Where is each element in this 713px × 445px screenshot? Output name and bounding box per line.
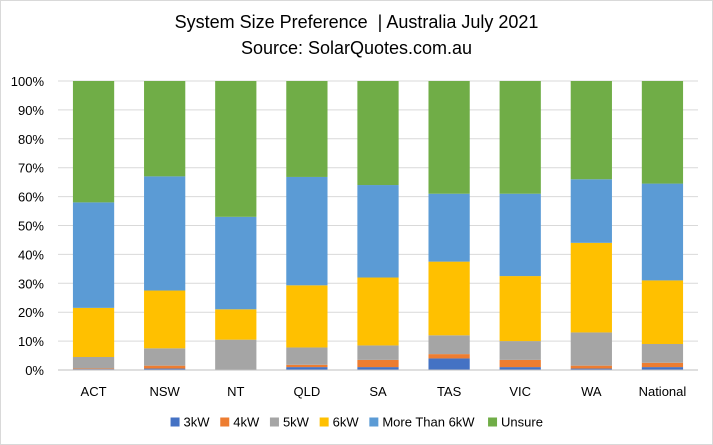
legend-swatch xyxy=(319,417,329,427)
legend-item-unsure: Unsure xyxy=(488,415,543,430)
bar-segment-more-than-6kw xyxy=(144,176,186,291)
bar-segment-6kw xyxy=(499,276,541,342)
bar-segment-5kw xyxy=(641,343,684,363)
legend: 3kW 4kW 5kW 6kW More Than 6kW Unsure xyxy=(170,415,543,430)
bar-segment-3kw xyxy=(357,367,399,370)
bar-segment-3kw xyxy=(144,368,186,370)
x-tick-label: QLD xyxy=(294,384,321,399)
bar-segment-3kw xyxy=(641,367,684,370)
bar-segment-6kw xyxy=(357,277,399,346)
bar-segment-unsure xyxy=(570,81,612,180)
x-tick-label: NSW xyxy=(149,384,180,399)
legend-label: 3kW xyxy=(184,415,211,430)
legend-swatch xyxy=(488,417,498,427)
bar-segment-unsure xyxy=(144,81,186,177)
legend-label: 6kW xyxy=(333,415,360,430)
bar-segment-4kw xyxy=(499,359,541,368)
bar-segment-more-than-6kw xyxy=(570,179,612,243)
bar-segment-6kw xyxy=(286,285,328,348)
y-tick-label: 80% xyxy=(18,132,44,147)
bar-segment-unsure xyxy=(72,81,115,203)
bar-segment-more-than-6kw xyxy=(357,185,399,278)
bar-segment-3kw xyxy=(499,367,541,370)
legend-swatch xyxy=(170,417,180,427)
bar-segment-5kw xyxy=(428,335,470,355)
y-tick-label: 90% xyxy=(18,103,44,118)
bar-segment-unsure xyxy=(215,81,257,217)
bar-segment-6kw xyxy=(570,242,612,333)
chart-subtitle: Source: SolarQuotes.com.au xyxy=(240,38,473,58)
bar-segment-unsure xyxy=(499,81,541,194)
y-axis: 0% 10% 20% 30% 40% 50% 60% 70% 80% 90% 100% xyxy=(11,74,45,378)
bar-segment-unsure xyxy=(428,81,470,194)
legend-swatch xyxy=(369,417,379,427)
legend-item-3kw: 3kW xyxy=(170,415,211,430)
bar-segment-4kw xyxy=(428,354,470,359)
bar-segment-4kw xyxy=(144,365,186,369)
bar-segment-5kw xyxy=(499,341,541,360)
bar-segment-unsure xyxy=(357,81,399,186)
bar-segment-more-than-6kw xyxy=(286,176,328,286)
bar-segment-4kw xyxy=(570,365,612,369)
bar-segment-6kw xyxy=(215,309,257,340)
bar-segment-5kw xyxy=(72,356,115,369)
y-tick-label: 10% xyxy=(18,334,44,349)
y-tick-label: 70% xyxy=(18,161,44,176)
bar-segment-4kw xyxy=(641,362,684,368)
bar-segment-more-than-6kw xyxy=(428,193,470,262)
x-tick-label: TAS xyxy=(437,384,462,399)
y-tick-label: 60% xyxy=(18,190,44,205)
bar-segment-more-than-6kw xyxy=(72,202,115,308)
bar-segment-4kw xyxy=(357,359,399,368)
x-tick-label: WA xyxy=(581,384,602,399)
bar-segment-more-than-6kw xyxy=(499,193,541,277)
legend-label: More Than 6kW xyxy=(382,415,475,430)
bar-segment-6kw xyxy=(144,290,186,349)
chart-title: System Size Preference | Australia July … xyxy=(174,12,539,32)
x-axis: ACT NSW NT QLD SA TAS VIC WA National xyxy=(58,369,698,399)
legend-item-more-than-6kw: More Than 6kW xyxy=(369,415,475,430)
bar-segment-more-than-6kw xyxy=(215,216,257,310)
legend-label: Unsure xyxy=(501,415,543,430)
legend-item-4kw: 4kW xyxy=(220,415,260,430)
x-tick-label: NT xyxy=(227,384,244,399)
legend-swatch xyxy=(269,417,279,427)
legend-swatch xyxy=(220,417,230,427)
bar-segment-5kw xyxy=(144,348,186,366)
legend-item-6kw: 6kW xyxy=(319,415,360,430)
y-tick-label: 100% xyxy=(11,74,45,89)
bar-segment-6kw xyxy=(428,261,470,336)
bar-segment-3kw xyxy=(286,367,328,370)
bar-segment-more-than-6kw xyxy=(641,183,684,281)
legend-label: 5kW xyxy=(283,415,310,430)
bar-segment-5kw xyxy=(286,347,328,365)
bars xyxy=(72,81,684,370)
y-tick-label: 30% xyxy=(18,276,44,291)
bar-segment-4kw xyxy=(286,364,328,368)
bar-segment-6kw xyxy=(641,280,684,344)
y-tick-label: 20% xyxy=(18,305,44,320)
bar-segment-3kw xyxy=(428,358,470,370)
x-tick-label: SA xyxy=(369,384,387,399)
bar-segment-4kw xyxy=(72,368,115,370)
bar-segment-unsure xyxy=(641,81,684,184)
bar-segment-6kw xyxy=(72,307,115,357)
bar-segment-5kw xyxy=(357,345,399,360)
x-tick-label: VIC xyxy=(509,384,531,399)
y-tick-label: 50% xyxy=(18,219,44,234)
x-tick-label: National xyxy=(639,384,687,399)
y-tick-label: 0% xyxy=(25,363,44,378)
bar-segment-unsure xyxy=(286,81,328,177)
bar-segment-5kw xyxy=(570,332,612,366)
bar-segment-5kw xyxy=(215,339,257,370)
bar-segment-3kw xyxy=(570,368,612,370)
legend-label: 4kW xyxy=(233,415,260,430)
x-tick-label: ACT xyxy=(81,384,107,399)
y-tick-label: 40% xyxy=(18,247,44,262)
legend-item-5kw: 5kW xyxy=(269,415,310,430)
